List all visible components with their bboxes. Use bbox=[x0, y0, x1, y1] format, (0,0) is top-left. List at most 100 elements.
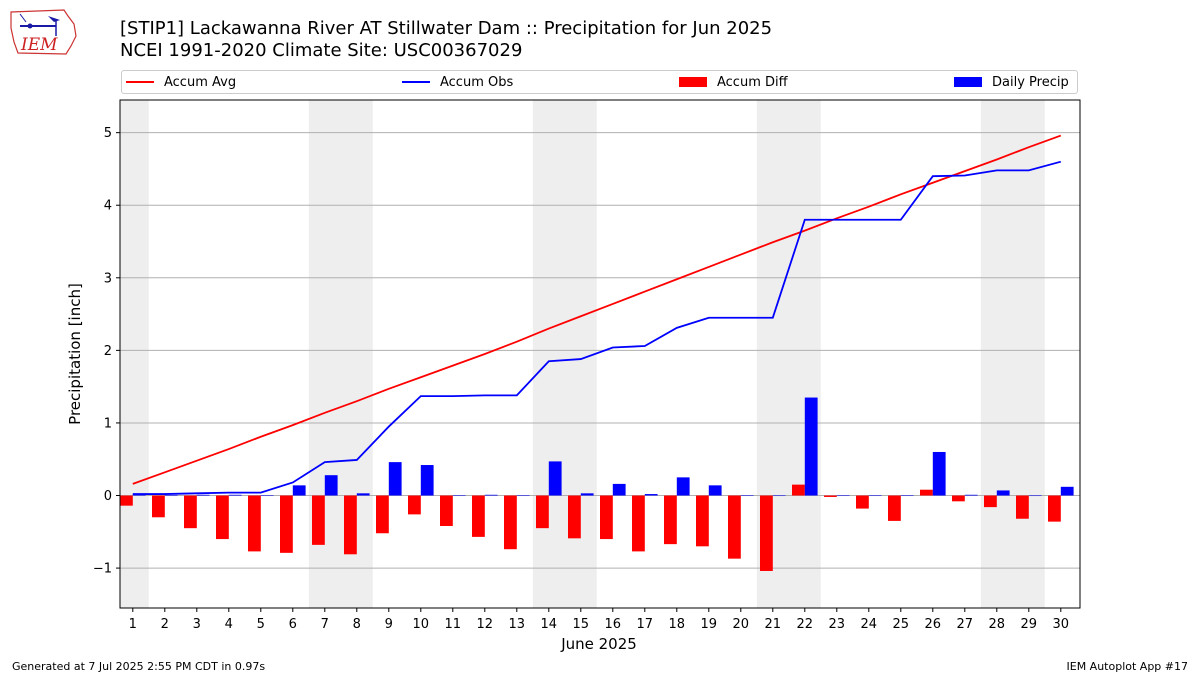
x-tick-label: 24 bbox=[861, 617, 878, 632]
x-tick-label: 21 bbox=[765, 617, 782, 632]
accum-diff-bar bbox=[664, 495, 677, 545]
daily-precip-bar bbox=[484, 494, 498, 496]
x-tick-label: 12 bbox=[477, 617, 494, 632]
x-tick-label: 4 bbox=[225, 617, 233, 632]
accum-diff-bar bbox=[1048, 495, 1061, 522]
daily-precip-bar bbox=[292, 485, 306, 496]
x-tick-label: 27 bbox=[957, 617, 974, 632]
daily-precip-bar bbox=[740, 495, 754, 497]
weekend-shade-band bbox=[532, 100, 597, 608]
y-tick-label: 5 bbox=[104, 126, 112, 141]
daily-precip-bar bbox=[1028, 495, 1042, 497]
x-tick-label: 28 bbox=[989, 617, 1006, 632]
accum-diff-bar bbox=[824, 495, 837, 497]
legend-label-accum-avg: Accum Avg bbox=[164, 75, 237, 90]
x-tick-label: 1 bbox=[129, 617, 137, 632]
x-tick-label: 18 bbox=[669, 617, 686, 632]
daily-precip-bar bbox=[612, 483, 626, 496]
x-tick-label: 14 bbox=[541, 617, 558, 632]
x-tick-label: 23 bbox=[829, 617, 846, 632]
x-tick-label: 17 bbox=[637, 617, 654, 632]
iem-logo: IEM bbox=[8, 6, 80, 58]
daily-precip-bar bbox=[548, 461, 562, 496]
daily-precip-bar bbox=[644, 494, 658, 496]
legend-label-daily-precip: Daily Precip bbox=[992, 75, 1069, 90]
daily-precip-bar bbox=[452, 495, 466, 497]
legend-item-accum-diff: Accum Diff bbox=[679, 74, 788, 92]
accum-diff-bar bbox=[216, 495, 229, 540]
accum-diff-bar bbox=[376, 495, 389, 534]
daily-precip-bar bbox=[516, 495, 530, 497]
daily-precip-bar bbox=[1060, 486, 1074, 496]
accum-diff-bar bbox=[408, 495, 421, 515]
accum-diff-bar bbox=[472, 495, 485, 537]
accum-diff-bar bbox=[1016, 495, 1029, 519]
footer-app: IEM Autoplot App #17 bbox=[1066, 660, 1189, 673]
y-axis-label: Precipitation [inch] bbox=[66, 283, 84, 425]
y-tick-label: 3 bbox=[104, 271, 112, 286]
daily-precip-bar bbox=[964, 494, 978, 496]
legend-label-accum-diff: Accum Diff bbox=[717, 75, 788, 90]
chart-title: [STIP1] Lackawanna River AT Stillwater D… bbox=[120, 18, 773, 39]
daily-precip-bar bbox=[772, 495, 786, 497]
daily-precip-bar bbox=[388, 462, 402, 496]
accum-diff-bar bbox=[920, 489, 933, 496]
daily-precip-bar bbox=[804, 397, 818, 496]
accum-diff-bar bbox=[888, 495, 901, 521]
x-tick-label: 3 bbox=[193, 617, 201, 632]
accum-diff-bar bbox=[760, 495, 773, 571]
accum-diff-bar bbox=[536, 495, 549, 529]
accum-obs-line bbox=[132, 160, 1062, 495]
accum-diff-bar bbox=[600, 495, 613, 540]
accum-diff-bar bbox=[792, 484, 805, 496]
x-tick-label: 26 bbox=[925, 617, 942, 632]
daily-precip-bar bbox=[260, 495, 274, 497]
accum-diff-bar bbox=[120, 495, 133, 506]
accum-diff-bar bbox=[952, 495, 965, 502]
x-tick-label: 5 bbox=[257, 617, 265, 632]
gridlines bbox=[120, 132, 1080, 569]
daily-precip-bar bbox=[580, 493, 594, 496]
accum-diff-bar bbox=[344, 495, 357, 555]
daily-precip-bar bbox=[836, 495, 850, 497]
x-tick-label: 2 bbox=[161, 617, 169, 632]
x-tick-label: 20 bbox=[733, 617, 750, 632]
x-tick-label: 29 bbox=[1021, 617, 1038, 632]
chart-subtitle: NCEI 1991-2020 Climate Site: USC00367029 bbox=[120, 40, 523, 61]
y-tick-label: 2 bbox=[104, 344, 112, 359]
daily-precip-bar bbox=[996, 490, 1010, 496]
x-tick-label: 19 bbox=[701, 617, 718, 632]
accum-diff-bar bbox=[184, 495, 197, 529]
accum-diff-bar bbox=[632, 495, 645, 552]
daily-precip-bar bbox=[868, 495, 882, 497]
legend-swatch-accum-avg bbox=[126, 80, 154, 83]
x-tick-label: 8 bbox=[353, 617, 361, 632]
accum-diff-bar bbox=[152, 495, 165, 518]
legend-swatch-daily-precip bbox=[954, 76, 982, 87]
footer-generated: Generated at 7 Jul 2025 2:55 PM CDT in 0… bbox=[12, 660, 266, 673]
daily-precip-bar bbox=[708, 485, 722, 496]
weekend-shade-band bbox=[980, 100, 1045, 608]
x-tick-label: 9 bbox=[385, 617, 393, 632]
y-tick-label: −1 bbox=[93, 562, 112, 577]
x-tick-label: 22 bbox=[797, 617, 814, 632]
accum-avg-line bbox=[132, 134, 1062, 485]
x-tick-label: 13 bbox=[509, 617, 526, 632]
x-tick-label: 10 bbox=[413, 617, 430, 632]
accum-diff-bar bbox=[696, 495, 709, 547]
x-tick-label: 6 bbox=[289, 617, 297, 632]
y-tick-label: 0 bbox=[104, 489, 112, 504]
legend-swatch-accum-obs bbox=[402, 80, 430, 83]
x-tick-label: 15 bbox=[573, 617, 590, 632]
x-tick-label: 25 bbox=[893, 617, 910, 632]
accum-diff-bar bbox=[984, 495, 997, 508]
plot-frame bbox=[119, 99, 1081, 609]
daily-precip-bar bbox=[228, 494, 242, 496]
daily-precip-bar bbox=[196, 494, 210, 496]
accum-diff-bar bbox=[440, 495, 453, 526]
legend-swatch-accum-diff bbox=[679, 76, 707, 87]
accum-diff-bar bbox=[504, 495, 517, 550]
daily-precip-bar bbox=[356, 493, 370, 496]
